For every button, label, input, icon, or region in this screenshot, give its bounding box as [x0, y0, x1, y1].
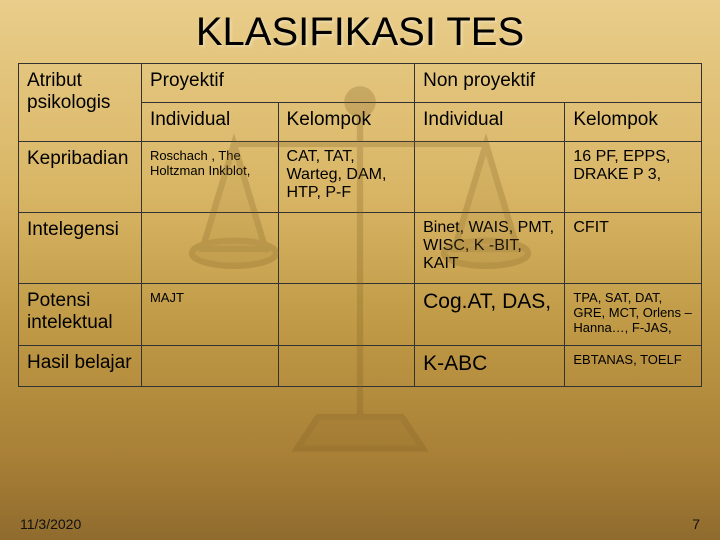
footer-date: 11/3/2020 — [20, 516, 81, 532]
sub-kelompok-2: Kelompok — [565, 103, 702, 142]
cell-r4-c2 — [278, 346, 415, 387]
cell-r2-c4: CFIT — [565, 213, 702, 284]
row-potensi: Potensi intelektual MAJT Cog.AT, DAS, TP… — [19, 284, 702, 346]
cell-r1-c4: 16 PF, EPPS, DRAKE P 3, — [565, 142, 702, 213]
cell-r4-c4: EBTANAS, TOELF — [565, 346, 702, 387]
col-atribut: Atribut psikologis — [19, 64, 142, 142]
label-potensi: Potensi intelektual — [19, 284, 142, 346]
sub-individual-2: Individual — [415, 103, 565, 142]
cell-r4-c3: K-ABC — [415, 346, 565, 387]
label-kepribadian: Kepribadian — [19, 142, 142, 213]
row-hasil: Hasil belajar K-ABC EBTANAS, TOELF — [19, 346, 702, 387]
cell-r1-c2: CAT, TAT, Warteg, DAM, HTP, P-F — [278, 142, 415, 213]
cell-r1-c3 — [415, 142, 565, 213]
classification-table-wrap: Atribut psikologis Proyektif Non proyekt… — [0, 63, 720, 387]
page-title: KLASIFIKASI TES — [0, 0, 720, 63]
cell-r2-c3: Binet, WAIS, PMT, WISC, K -BIT, KAIT — [415, 213, 565, 284]
footer-page: 7 — [692, 516, 700, 532]
cell-r3-c1: MAJT — [141, 284, 278, 346]
cell-r2-c1 — [141, 213, 278, 284]
classification-table: Atribut psikologis Proyektif Non proyekt… — [18, 63, 702, 387]
row-kepribadian: Kepribadian Roschach , The Holtzman Inkb… — [19, 142, 702, 213]
cell-r1-c1: Roschach , The Holtzman Inkblot, — [141, 142, 278, 213]
header-row-1: Atribut psikologis Proyektif Non proyekt… — [19, 64, 702, 103]
cell-r2-c2 — [278, 213, 415, 284]
footer: 11/3/2020 7 — [20, 516, 700, 532]
label-intelegensi: Intelegensi — [19, 213, 142, 284]
sub-kelompok-1: Kelompok — [278, 103, 415, 142]
label-hasil: Hasil belajar — [19, 346, 142, 387]
sub-individual-1: Individual — [141, 103, 278, 142]
col-proyektif: Proyektif — [141, 64, 414, 103]
cell-r4-c1 — [141, 346, 278, 387]
row-intelegensi: Intelegensi Binet, WAIS, PMT, WISC, K -B… — [19, 213, 702, 284]
cell-r3-c4: TPA, SAT, DAT, GRE, MCT, Orlens – Hanna…… — [565, 284, 702, 346]
cell-r3-c3: Cog.AT, DAS, — [415, 284, 565, 346]
cell-r3-c2 — [278, 284, 415, 346]
col-nonproyektif: Non proyektif — [415, 64, 702, 103]
